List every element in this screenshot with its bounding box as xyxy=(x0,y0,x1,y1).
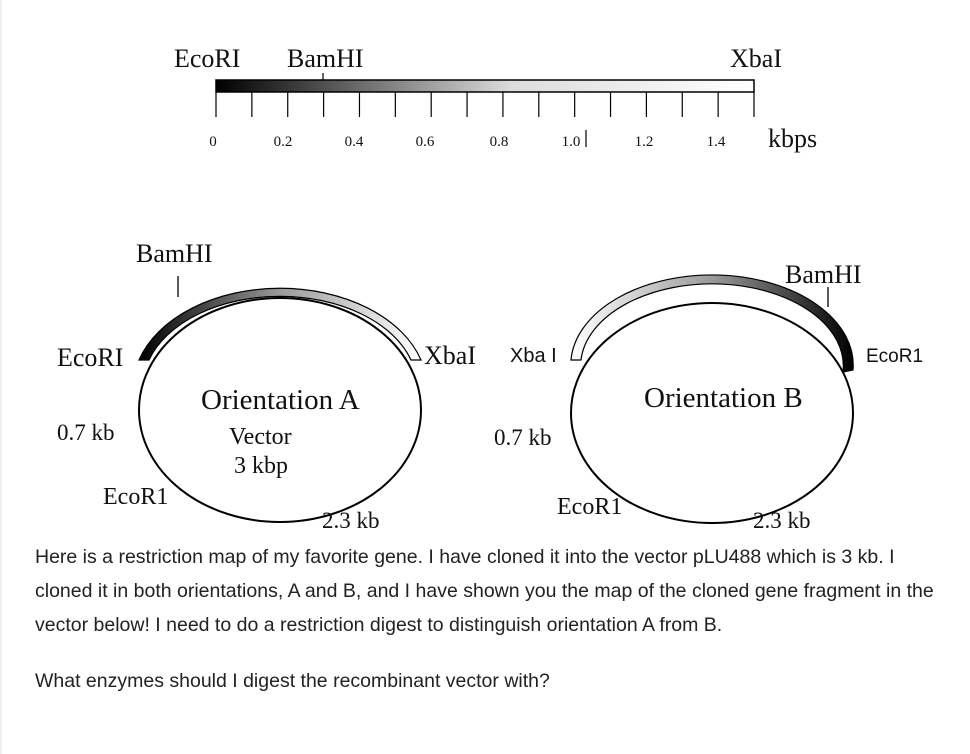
plasmid-a-insert-arc xyxy=(138,287,422,361)
left-border xyxy=(0,0,2,754)
distance-label-b-left: 0.7 kb xyxy=(494,425,552,450)
ecor1-label-b-bottom: EcoR1 xyxy=(557,494,622,520)
tick-label: 0.8 xyxy=(490,134,509,150)
plasmid-b-insert-arc xyxy=(570,274,854,373)
tick-label: 1.0 xyxy=(562,134,581,150)
tick-label: 0 xyxy=(209,134,217,150)
question-ask: What enzymes should I digest the recombi… xyxy=(35,670,550,692)
tick-label: 1.4 xyxy=(707,134,726,150)
bamhi-label-b: BamHI xyxy=(785,260,862,289)
ecori-site-label: EcoRI xyxy=(174,44,240,73)
question-text: Here is a restriction map of my favorite… xyxy=(35,540,935,698)
question-paragraph: Here is a restriction map of my favorite… xyxy=(35,546,934,636)
bamhi-site-label: BamHI xyxy=(287,44,364,73)
orientation-b-title: Orientation B xyxy=(644,382,803,414)
plasmid-orientation-a: BamHI EcoRI XbaI 0.7 kb EcoR1 2.3 kb Ori… xyxy=(57,239,476,533)
scale-ticks xyxy=(215,92,755,117)
xbai-label-b: Xba I xyxy=(510,345,557,367)
xbai-site-label: XbaI xyxy=(730,44,782,73)
gene-bar xyxy=(215,79,755,93)
distance-label-a-bottom: 2.3 kb xyxy=(322,508,380,533)
tick-label: 1.2 xyxy=(635,134,654,150)
vector-size-label: 3 kbp xyxy=(234,453,288,479)
ecor1-label-b-right: EcoR1 xyxy=(866,346,923,367)
distance-label-b-bottom: 2.3 kb xyxy=(753,508,811,533)
ecor1-label-a-bottom: EcoR1 xyxy=(103,484,168,510)
plasmid-orientation-b: Xba I BamHI EcoR1 0.7 kb EcoR1 2.3 kb Or… xyxy=(494,260,923,533)
bamhi-label-a: BamHI xyxy=(136,239,213,268)
linear-gene-map: EcoRI BamHI XbaI 0 0.2 0.4 0.6 0.8 1.0 1… xyxy=(174,44,817,153)
xbai-label-a: XbaI xyxy=(424,341,476,370)
orientation-a-title: Orientation A xyxy=(201,384,360,416)
plasmid-a-circle xyxy=(138,297,422,523)
tick-label: 0.6 xyxy=(416,134,435,150)
ecori-label-a: EcoRI xyxy=(57,343,123,372)
tick-label: 0.4 xyxy=(345,134,364,150)
unit-label: kbps xyxy=(768,124,817,153)
restriction-map-figure: EcoRI BamHI XbaI 0 0.2 0.4 0.6 0.8 1.0 1… xyxy=(57,44,923,533)
distance-label-a-left: 0.7 kb xyxy=(57,420,115,445)
tick-label: 0.2 xyxy=(274,134,293,150)
vector-label: Vector xyxy=(229,424,292,450)
plasmid-b-circle xyxy=(570,302,854,524)
